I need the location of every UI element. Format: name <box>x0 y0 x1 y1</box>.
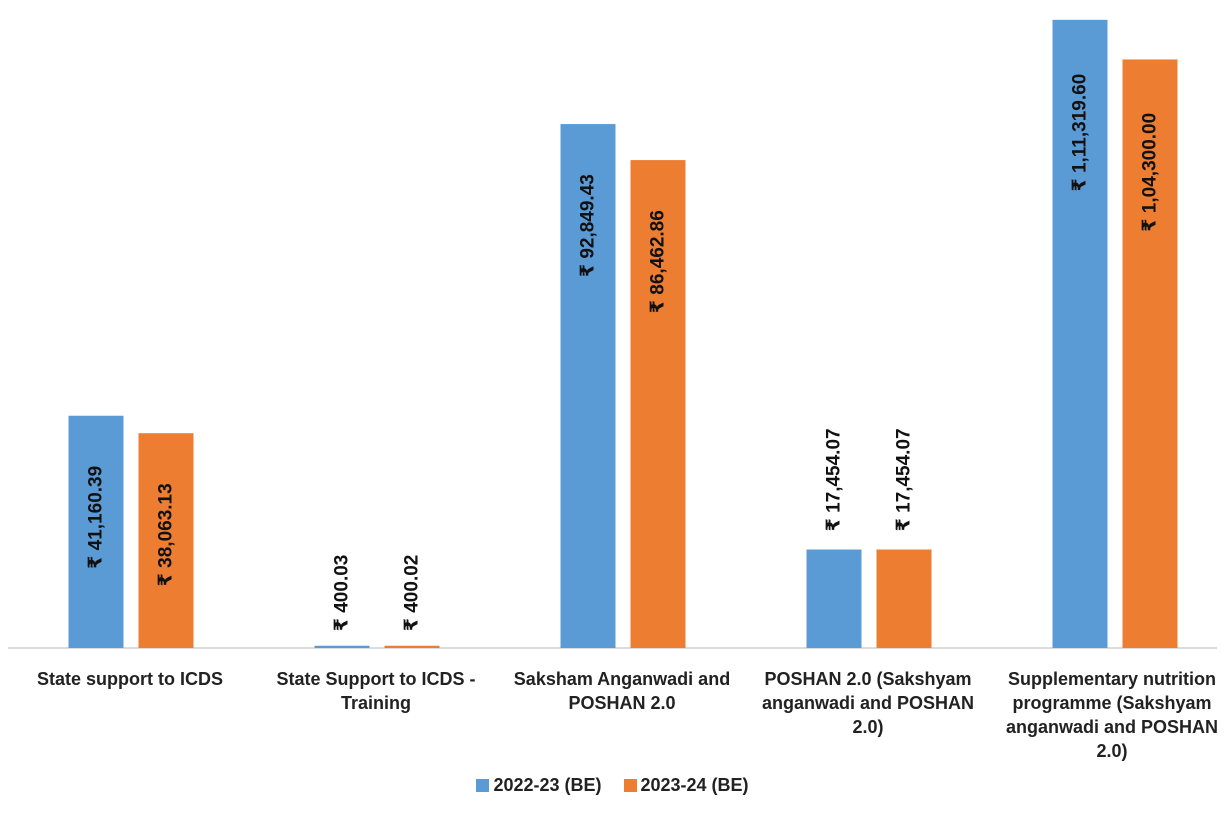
bar-2023-24-be--3 <box>876 549 932 648</box>
bar-2022-23-be--3 <box>806 549 862 648</box>
data-label-2023-24-be--3: ₹ 17,454.07 <box>894 428 915 531</box>
category-label-state-support-icds: State support to ICDS <box>36 669 223 689</box>
category-label-poshan-2: POSHAN 2.0 (Sakshyam anganwadi and POSHA… <box>761 669 975 737</box>
data-label-2022-23-be--2: ₹ 92,849.43 <box>578 174 599 277</box>
legend-item-2022-23: 2022-23 (BE) <box>476 775 602 796</box>
bar-2022-23-be--0 <box>68 415 124 648</box>
data-label-2023-24-be--2: ₹ 86,462.86 <box>648 210 669 313</box>
legend-swatch-2023-24 <box>623 779 637 792</box>
category-label-saksham-anganwadi: Saksham Anganwadi and POSHAN 2.0 <box>513 669 731 713</box>
legend: 2022-23 (BE) 2023-24 (BE) <box>0 775 1225 796</box>
data-label-2022-23-be--0: ₹ 41,160.39 <box>86 466 107 569</box>
data-label-2023-24-be--0: ₹ 38,063.13 <box>156 483 177 586</box>
data-label-2023-24-be--1: ₹ 400.02 <box>402 555 423 632</box>
bar-2023-24-be--2 <box>630 160 686 649</box>
legend-label-2023-24: 2023-24 (BE) <box>640 775 749 795</box>
data-label-2023-24-be--4: ₹ 1,04,300.00 <box>1140 113 1161 232</box>
bar-2022-23-be--1 <box>314 645 370 648</box>
bar-2022-23-be--4 <box>1052 19 1108 648</box>
legend-swatch-2022-23 <box>476 779 490 792</box>
data-label-2022-23-be--1: ₹ 400.03 <box>332 555 353 632</box>
category-label-state-support-icds-training: State Support to ICDS - Training <box>276 669 476 713</box>
bar-2023-24-be--4 <box>1122 59 1178 648</box>
bar-2022-23-be--2 <box>560 124 616 648</box>
bar-2023-24-be--1 <box>384 645 440 648</box>
legend-item-2023-24: 2023-24 (BE) <box>623 775 749 796</box>
legend-label-2022-23: 2022-23 (BE) <box>493 775 602 795</box>
data-label-2022-23-be--4: ₹ 1,11,319.60 <box>1070 74 1091 192</box>
category-label-supplementary-nutrition: Supplementary nutrition programme (Saksh… <box>1005 669 1219 761</box>
bar-2023-24-be--0 <box>138 433 194 648</box>
data-label-2022-23-be--3: ₹ 17,454.07 <box>824 428 845 531</box>
